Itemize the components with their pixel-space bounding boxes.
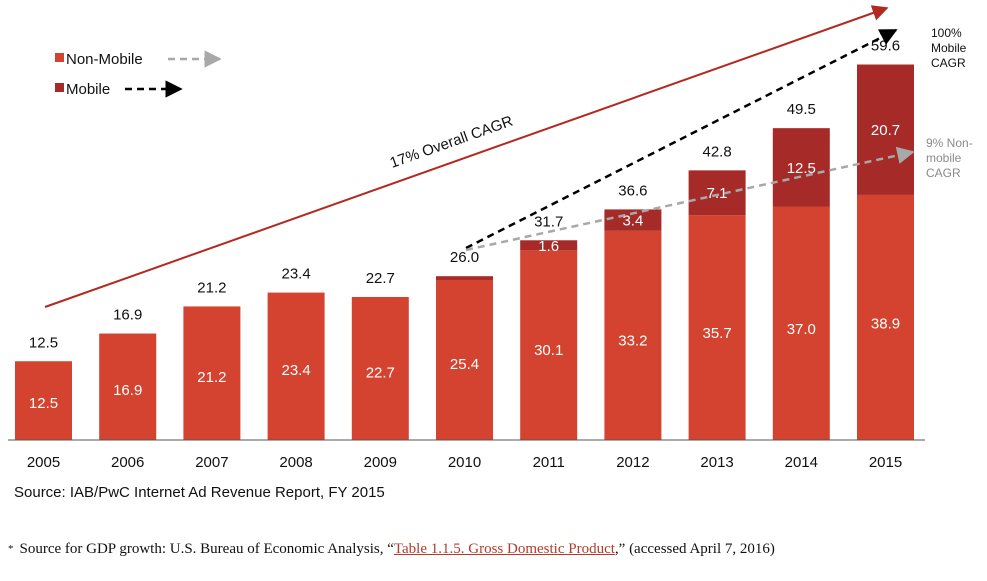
total-label-2009: 22.7 bbox=[366, 270, 395, 287]
bar-non-mobile-2006 bbox=[99, 333, 157, 440]
bar-non-mobile-2009 bbox=[351, 296, 409, 440]
bar-mobile-2013 bbox=[688, 170, 746, 216]
footnote-suffix: ,” (accessed April 7, 2016) bbox=[614, 541, 775, 557]
mobile-cagr-label-1: 100% bbox=[931, 26, 962, 40]
value-label-mobile-2012: 3.4 bbox=[622, 213, 643, 230]
mobile-cagr-label-3: CAGR bbox=[931, 56, 966, 70]
bar-non-mobile-2012 bbox=[604, 230, 662, 440]
bar-non-mobile-2015 bbox=[857, 194, 914, 440]
value-label-non-mobile-2005: 12.5 bbox=[29, 395, 58, 412]
nonmobile-cagr-label-1: 9% Non- bbox=[926, 136, 973, 150]
footnote-star: * bbox=[8, 543, 14, 555]
x-tick-2005: 2005 bbox=[27, 454, 60, 471]
bar-non-mobile-2007 bbox=[183, 306, 241, 440]
x-tick-2012: 2012 bbox=[616, 454, 649, 471]
value-label-non-mobile-2012: 33.2 bbox=[618, 333, 647, 350]
value-label-non-mobile-2015: 38.9 bbox=[871, 315, 900, 332]
bar-mobile-2011 bbox=[520, 240, 578, 251]
x-tick-2007: 2007 bbox=[195, 454, 228, 471]
total-label-2005: 12.5 bbox=[29, 334, 58, 351]
x-tick-2013: 2013 bbox=[700, 454, 733, 471]
bar-non-mobile-2005 bbox=[15, 361, 72, 440]
legend-label-mobile: Mobile bbox=[66, 81, 110, 98]
nonmobile-cagr-label-2: mobile bbox=[926, 151, 962, 165]
x-tick-2009: 2009 bbox=[364, 454, 397, 471]
value-label-non-mobile-2008: 23.4 bbox=[281, 362, 310, 379]
total-label-2006: 16.9 bbox=[113, 307, 142, 324]
bar-mobile-2012 bbox=[604, 209, 662, 231]
value-label-non-mobile-2011: 30.1 bbox=[534, 342, 563, 359]
x-tick-2006: 2006 bbox=[111, 454, 144, 471]
total-label-2011: 31.7 bbox=[534, 213, 563, 230]
value-label-non-mobile-2009: 22.7 bbox=[366, 364, 395, 381]
bar-non-mobile-2014 bbox=[772, 206, 830, 440]
nonmobile-cagr-arrow bbox=[465, 146, 915, 252]
total-label-2007: 21.2 bbox=[197, 279, 226, 296]
value-label-non-mobile-2006: 16.9 bbox=[113, 382, 142, 399]
total-label-2012: 36.6 bbox=[618, 182, 647, 199]
labels-layer: 12.5 12.5 2005 16.9 16.9 2006 21.2 21.2 2007 23.4… bbox=[27, 38, 902, 471]
legend-swatch-non-mobile bbox=[55, 53, 64, 62]
mobile-cagr-label-2: Mobile bbox=[931, 41, 967, 55]
footnote: * Source for GDP growth: U.S. Bureau of E… bbox=[8, 540, 968, 559]
value-label-mobile-2011: 1.6 bbox=[538, 238, 559, 255]
bar-non-mobile-2013 bbox=[688, 215, 746, 440]
x-tick-2011: 2011 bbox=[533, 454, 565, 471]
bar-non-mobile-2008 bbox=[267, 292, 325, 440]
bars-layer bbox=[15, 64, 914, 440]
bar-mobile-2014 bbox=[772, 128, 830, 207]
value-label-mobile-2015: 20.7 bbox=[871, 122, 900, 139]
footnote-prefix: Source for GDP growth: U.S. Bureau of Ec… bbox=[19, 541, 394, 557]
total-label-2008: 23.4 bbox=[281, 266, 310, 283]
x-tick-2008: 2008 bbox=[279, 454, 312, 471]
bar-mobile-2015 bbox=[857, 64, 914, 195]
bar-non-mobile-2010 bbox=[436, 279, 493, 440]
value-label-non-mobile-2007: 21.2 bbox=[197, 369, 226, 386]
source-note: Source: IAB/PwC Internet Ad Revenue Repo… bbox=[14, 484, 385, 501]
value-label-non-mobile-2013: 35.7 bbox=[702, 325, 731, 342]
nonmobile-cagr-label-3: CAGR bbox=[926, 166, 961, 180]
x-tick-2015: 2015 bbox=[869, 454, 902, 471]
bar-non-mobile-2011 bbox=[520, 250, 578, 440]
value-label-mobile-2014: 12.5 bbox=[787, 160, 816, 177]
legend-swatch-mobile bbox=[55, 83, 64, 92]
total-label-2010: 26.0 bbox=[450, 249, 479, 266]
x-tick-2014: 2014 bbox=[785, 454, 818, 471]
mobile-cagr-arrow bbox=[465, 28, 898, 250]
footnote-link[interactable]: Table 1.1.5. Gross Domestic Product bbox=[393, 541, 615, 557]
overall-cagr-arrow bbox=[44, 5, 889, 308]
value-label-non-mobile-2014: 37.0 bbox=[787, 321, 816, 338]
legend: Non-Mobile Mobile bbox=[55, 50, 222, 98]
legend-label-non-mobile: Non-Mobile bbox=[66, 51, 143, 68]
total-label-2014: 49.5 bbox=[787, 101, 816, 118]
x-tick-2010: 2010 bbox=[448, 454, 481, 471]
value-label-non-mobile-2010: 25.4 bbox=[450, 356, 479, 373]
bar-mobile-2010 bbox=[436, 276, 493, 280]
total-label-2013: 42.8 bbox=[702, 143, 731, 160]
